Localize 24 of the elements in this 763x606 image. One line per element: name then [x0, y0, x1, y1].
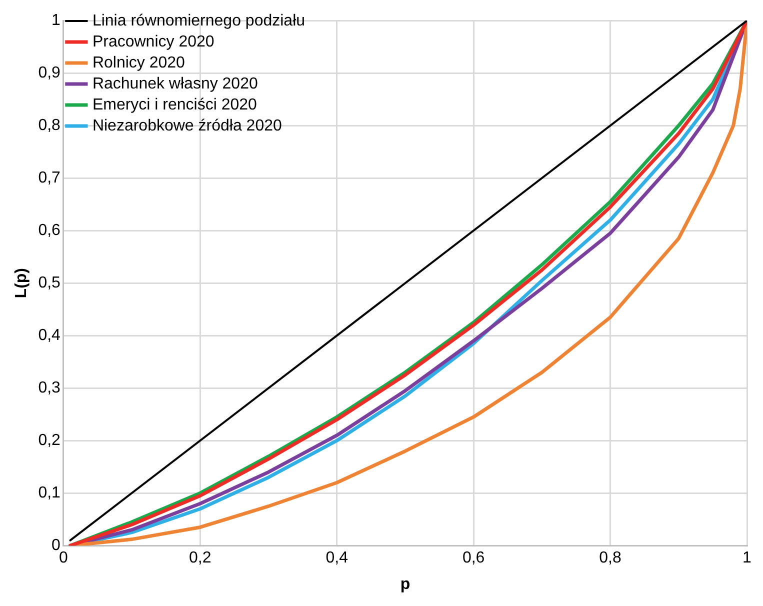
y-tick-label: 0 [52, 537, 61, 554]
y-tick-label: 0,2 [38, 432, 61, 450]
y-axis-title: L(p) [13, 268, 30, 298]
x-axis-title: p [400, 576, 410, 593]
legend-label: Rolnicy 2020 [92, 54, 186, 72]
legend-label: Linia równomiernego podziału [92, 12, 306, 30]
x-tick-label: 0,6 [462, 550, 485, 567]
y-tick-label: 0,3 [38, 380, 61, 397]
x-tick-label: 0,8 [599, 550, 622, 567]
legend-label: Emeryci i renciści 2020 [92, 96, 258, 114]
y-tick-label: 0,6 [38, 222, 61, 240]
x-tick-label: 0,4 [326, 550, 348, 567]
x-tick-label: 0,2 [189, 550, 212, 567]
y-tick-label: 0,1 [38, 484, 61, 502]
y-tick-label: 1 [52, 12, 61, 30]
y-tick-label: 0,5 [38, 274, 61, 292]
legend-label: Rachunek własny 2020 [92, 75, 258, 92]
legend-label: Niezarobkowe źródła 2020 [92, 117, 282, 134]
y-tick-label: 0,4 [38, 327, 61, 344]
y-tick-label: 0,9 [38, 64, 61, 82]
y-tick-label: 0,7 [38, 170, 61, 187]
legend-label: Pracownicy 2020 [92, 33, 214, 50]
y-tick-label: 0,8 [38, 117, 61, 134]
x-tick-label: 1 [742, 550, 752, 567]
